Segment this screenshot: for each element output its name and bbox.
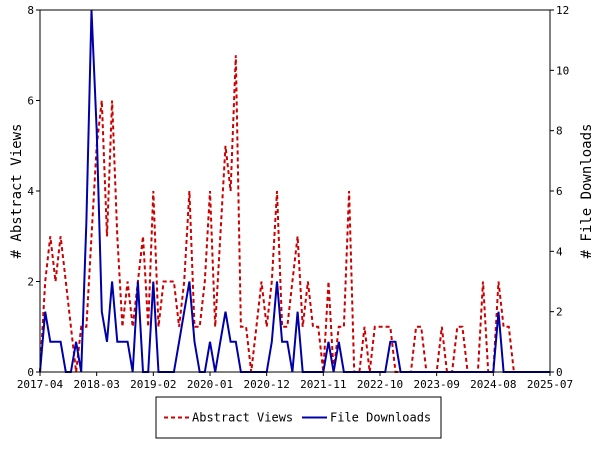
y-left-tick-label: 4: [27, 185, 34, 198]
y-right-tick-label: 8: [556, 125, 563, 138]
y-left-tick-label: 6: [27, 95, 34, 108]
legend-label-file-downloads: File Downloads: [330, 411, 431, 425]
x-tick-label: 2017-04: [17, 378, 64, 391]
x-tick-label: 2021-11: [300, 378, 346, 391]
y-right-tick-label: 6: [556, 185, 563, 198]
y-right-tick-label: 10: [556, 64, 569, 77]
legend: Abstract Views File Downloads: [155, 396, 442, 439]
legend-label-abstract-views: Abstract Views: [192, 411, 293, 425]
y-axis-right: 0 2 4 6 8 10 12: [550, 4, 569, 379]
y-axis-left: 0 2 4 6 8: [27, 4, 40, 379]
x-tick-label: 2019-02: [130, 378, 176, 391]
y-right-tick-label: 12: [556, 4, 569, 17]
x-tick-label: 2024-08: [470, 378, 516, 391]
y-left-tick-label: 0: [27, 366, 34, 379]
x-tick-label: 2020-01: [187, 378, 233, 391]
x-tick-label: 2022-10: [357, 378, 403, 391]
series-layer: [39, 9, 550, 373]
y-right-tick-label: 4: [556, 245, 563, 258]
y-right-tick-label: 0: [556, 366, 563, 379]
y-left-tick-label: 8: [27, 4, 34, 17]
x-tick-label: 2023-09: [413, 378, 459, 391]
y-axis-left-title: # Abstract Views: [9, 124, 25, 259]
legend-box: [155, 396, 442, 439]
x-tick-label: 2020-12: [243, 378, 289, 391]
y-left-tick-label: 2: [27, 276, 34, 289]
y-right-tick-label: 2: [556, 306, 563, 319]
x-tick-label: 2018-03: [73, 378, 119, 391]
x-tick-label: 2025-07: [527, 378, 573, 391]
series-line-abstract-views: [39, 55, 550, 373]
y-axis-right-title: # File Downloads: [579, 124, 595, 259]
x-axis: 2017-04 2018-03 2019-02 2020-01 2020-12 2021-…: [17, 372, 573, 391]
